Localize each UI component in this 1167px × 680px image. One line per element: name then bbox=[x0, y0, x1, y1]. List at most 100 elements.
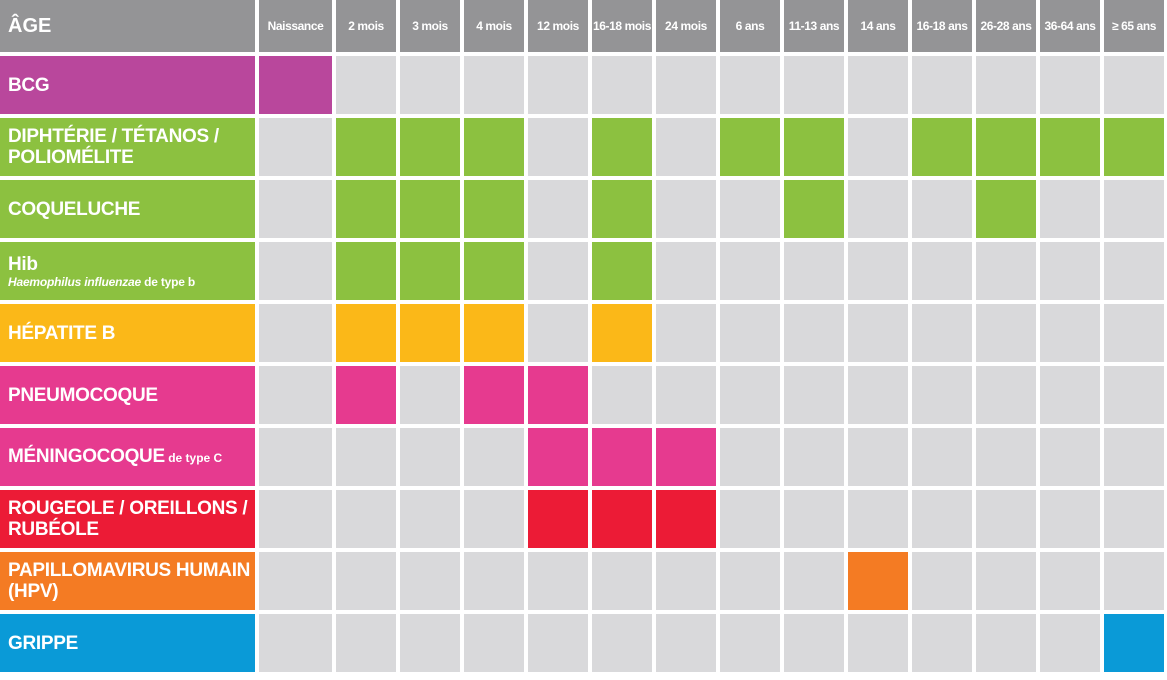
schedule-cell-empty bbox=[464, 552, 524, 610]
vaccine-name: BCG bbox=[8, 74, 50, 96]
schedule-cell-empty bbox=[259, 614, 332, 672]
schedule-cell-filled bbox=[400, 180, 460, 238]
schedule-cell-empty bbox=[976, 304, 1036, 362]
schedule-cell-empty bbox=[528, 56, 588, 114]
schedule-cell-filled bbox=[1040, 118, 1100, 176]
schedule-cell-empty bbox=[912, 428, 972, 486]
schedule-cell-empty bbox=[976, 490, 1036, 548]
schedule-cell-empty bbox=[784, 552, 844, 610]
vaccine-name: ROUGEOLE / OREILLONS / RUBÉOLE bbox=[8, 498, 248, 540]
schedule-cell-empty bbox=[400, 614, 460, 672]
schedule-cell-empty bbox=[656, 304, 716, 362]
schedule-cell-filled bbox=[400, 242, 460, 300]
schedule-cell-empty bbox=[656, 614, 716, 672]
vaccine-label-dtp: DIPHTÉRIE / TÉTANOS / POLIOMÉLITE bbox=[0, 118, 255, 176]
age-header: ÂGE bbox=[0, 0, 255, 52]
schedule-cell-empty bbox=[720, 428, 780, 486]
schedule-cell-empty bbox=[1104, 552, 1164, 610]
schedule-cell-empty bbox=[912, 552, 972, 610]
schedule-cell-filled bbox=[592, 428, 652, 486]
age-column-header: 3 mois bbox=[400, 0, 460, 52]
schedule-cell-empty bbox=[784, 490, 844, 548]
vaccine-subtitle-text: de type b bbox=[140, 274, 195, 289]
age-column-header: 11-13 ans bbox=[784, 0, 844, 52]
age-column-header: 4 mois bbox=[464, 0, 524, 52]
schedule-cell-empty bbox=[464, 490, 524, 548]
schedule-cell-empty bbox=[848, 304, 908, 362]
age-column-header: 24 mois bbox=[656, 0, 716, 52]
schedule-cell-filled bbox=[528, 366, 588, 424]
vaccine-label-grippe: GRIPPE bbox=[0, 614, 255, 672]
age-column-header: 16-18 ans bbox=[912, 0, 972, 52]
schedule-cell-empty bbox=[400, 366, 460, 424]
vaccine-name: MÉNINGOCOQUE bbox=[8, 445, 165, 467]
schedule-cell-filled bbox=[464, 304, 524, 362]
schedule-cell-empty bbox=[1040, 552, 1100, 610]
schedule-cell-empty bbox=[259, 490, 332, 548]
schedule-cell-filled bbox=[528, 428, 588, 486]
schedule-cell-empty bbox=[720, 304, 780, 362]
schedule-cell-filled bbox=[336, 366, 396, 424]
schedule-cell-empty bbox=[848, 118, 908, 176]
schedule-cell-empty bbox=[1104, 490, 1164, 548]
schedule-cell-empty bbox=[528, 118, 588, 176]
vaccine-name: Hib bbox=[8, 253, 38, 275]
schedule-cell-empty bbox=[400, 56, 460, 114]
schedule-cell-empty bbox=[720, 180, 780, 238]
schedule-cell-filled bbox=[528, 490, 588, 548]
schedule-cell-empty bbox=[720, 490, 780, 548]
schedule-cell-empty bbox=[656, 552, 716, 610]
vaccine-name: DIPHTÉRIE / TÉTANOS / POLIOMÉLITE bbox=[8, 126, 219, 168]
schedule-cell-empty bbox=[592, 614, 652, 672]
schedule-cell-filled bbox=[720, 118, 780, 176]
schedule-cell-empty bbox=[656, 180, 716, 238]
schedule-cell-empty bbox=[528, 304, 588, 362]
schedule-cell-empty bbox=[656, 366, 716, 424]
schedule-cell-empty bbox=[336, 490, 396, 548]
schedule-cell-empty bbox=[784, 242, 844, 300]
schedule-cell-empty bbox=[336, 56, 396, 114]
schedule-cell-filled bbox=[1104, 118, 1164, 176]
schedule-cell-empty bbox=[720, 242, 780, 300]
schedule-cell-filled bbox=[1104, 614, 1164, 672]
schedule-cell-empty bbox=[976, 56, 1036, 114]
schedule-cell-filled bbox=[464, 242, 524, 300]
schedule-cell-empty bbox=[976, 242, 1036, 300]
schedule-cell-empty bbox=[259, 118, 332, 176]
schedule-cell-empty bbox=[1040, 56, 1100, 114]
vaccine-name: PNEUMOCOQUE bbox=[8, 384, 158, 406]
vaccine-qualifier: de type C bbox=[164, 450, 223, 465]
schedule-cell-filled bbox=[784, 180, 844, 238]
vaccine-label-hib: Hib Haemophilus influenzae de type b bbox=[0, 242, 255, 300]
schedule-cell-empty bbox=[912, 242, 972, 300]
schedule-cell-empty bbox=[1040, 428, 1100, 486]
schedule-cell-empty bbox=[1040, 490, 1100, 548]
schedule-cell-empty bbox=[259, 180, 332, 238]
schedule-cell-filled bbox=[976, 118, 1036, 176]
schedule-cell-filled bbox=[656, 490, 716, 548]
schedule-cell-empty bbox=[976, 614, 1036, 672]
schedule-cell-empty bbox=[848, 366, 908, 424]
schedule-cell-empty bbox=[336, 614, 396, 672]
vaccine-label-bcg: BCG bbox=[0, 56, 255, 114]
schedule-cell-filled bbox=[336, 304, 396, 362]
schedule-cell-empty bbox=[848, 614, 908, 672]
schedule-cell-empty bbox=[976, 552, 1036, 610]
schedule-cell-empty bbox=[1040, 614, 1100, 672]
schedule-cell-filled bbox=[336, 180, 396, 238]
schedule-cell-filled bbox=[464, 366, 524, 424]
schedule-cell-empty bbox=[1104, 304, 1164, 362]
schedule-cell-filled bbox=[464, 180, 524, 238]
vaccine-label-meningocoque: MÉNINGOCOQUE de type C bbox=[0, 428, 255, 486]
schedule-cell-filled bbox=[400, 118, 460, 176]
schedule-cell-filled bbox=[336, 118, 396, 176]
schedule-cell-empty bbox=[720, 56, 780, 114]
vaccine-label-pneumocoque: PNEUMOCOQUE bbox=[0, 366, 255, 424]
schedule-cell-filled bbox=[656, 428, 716, 486]
schedule-cell-empty bbox=[528, 552, 588, 610]
schedule-cell-empty bbox=[784, 304, 844, 362]
schedule-cell-empty bbox=[259, 304, 332, 362]
schedule-cell-empty bbox=[464, 56, 524, 114]
schedule-cell-empty bbox=[848, 56, 908, 114]
